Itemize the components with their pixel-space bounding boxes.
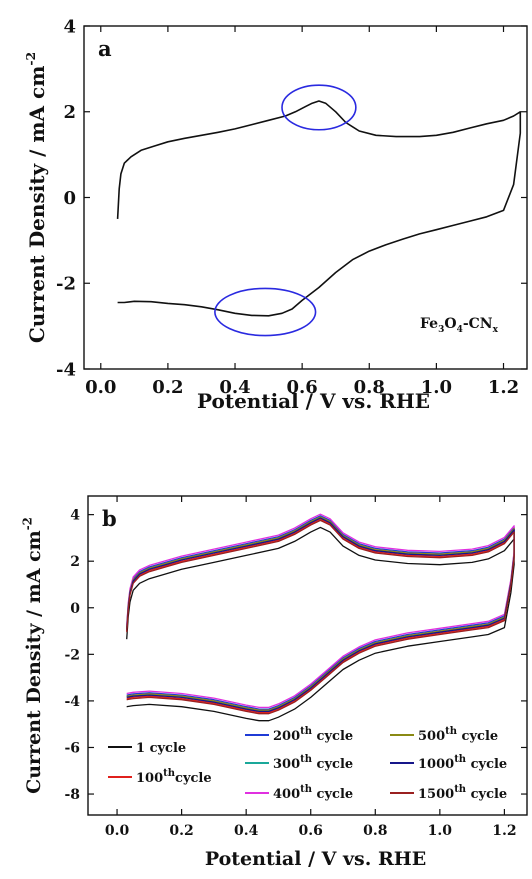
legend-entry: 400th cycle <box>273 784 353 802</box>
x-tick-label: 0.0 <box>85 377 116 398</box>
x-tick-label: 0.6 <box>286 377 317 398</box>
cv-series-line <box>126 526 515 722</box>
x-tick-label: 0.8 <box>363 823 387 839</box>
cv-series-line <box>126 518 515 714</box>
y-tick-label: 4 <box>70 508 80 524</box>
y-axis-label: Current Density / mA cm-2 <box>20 517 45 794</box>
legend-entry: 200th cycle <box>273 726 353 744</box>
y-tick-label: -4 <box>56 359 76 380</box>
x-tick-label: 1.2 <box>492 823 516 839</box>
cv-series-line <box>126 516 515 711</box>
cv-curve <box>116 100 522 317</box>
x-tick-label: 1.0 <box>428 823 453 839</box>
y-tick-label: 0 <box>70 601 80 617</box>
cv-series-line <box>126 519 515 715</box>
x-tick-label: 0.6 <box>299 823 323 839</box>
x-tick-label: 0.8 <box>354 377 385 398</box>
y-tick-label: 2 <box>70 554 80 570</box>
panel-label: a <box>98 36 112 61</box>
y-tick-label: -4 <box>64 694 80 710</box>
legend-entry: 1 cycle <box>136 741 186 756</box>
x-tick-label: 0.2 <box>169 823 193 839</box>
highlight-ellipse <box>214 287 317 337</box>
y-tick-label: -6 <box>64 741 80 757</box>
y-tick-label: -8 <box>64 787 80 803</box>
legend-entry: 100thcycle <box>136 768 212 786</box>
y-tick-label: 2 <box>63 102 76 123</box>
cv-series-line <box>126 513 515 709</box>
sample-annotation: Fe3O4-CNx <box>420 316 499 335</box>
panel-label: b <box>102 506 117 531</box>
x-axis-label: Potential / V vs. RHE <box>197 389 430 413</box>
x-axis-label: Potential / V vs. RHE <box>205 848 426 870</box>
chart-panel-a: 0.0 0.2 0.4 0.6 0.8 1.0 1.2 -4 -2 0 2 4 Potential / … <box>23 16 528 413</box>
y-tick-label: 0 <box>63 188 76 209</box>
x-tick-label: 0.0 <box>105 823 130 839</box>
plot-frame <box>87 495 528 816</box>
legend-entry: 1500th cycle <box>418 784 507 802</box>
x-tick-label: 0.4 <box>219 377 250 398</box>
chart-panel-b: 0.0 0.2 0.4 0.6 0.8 1.0 1.2 -8 -6 -4 -2 0 2 4 Potentia… <box>20 495 528 870</box>
cv-series-line <box>126 517 515 713</box>
x-tick-label: 1.2 <box>488 377 519 398</box>
legend-entry: 300th cycle <box>273 754 353 772</box>
cv-series-line <box>126 515 515 710</box>
x-tick-label: 1.0 <box>421 377 452 398</box>
legend-entry: 500th cycle <box>418 726 498 744</box>
y-axis-label: Current Density / mA cm-2 <box>23 52 49 343</box>
x-tick-label: 0.4 <box>234 823 259 839</box>
y-tick-label: -2 <box>64 647 80 663</box>
highlight-ellipse <box>281 84 357 131</box>
y-tick-label: -2 <box>56 274 76 295</box>
plot-frame <box>83 25 528 370</box>
y-tick-label: 4 <box>63 16 76 37</box>
x-tick-label: 0.2 <box>152 377 183 398</box>
legend-entry: 1000th cycle <box>418 754 507 772</box>
